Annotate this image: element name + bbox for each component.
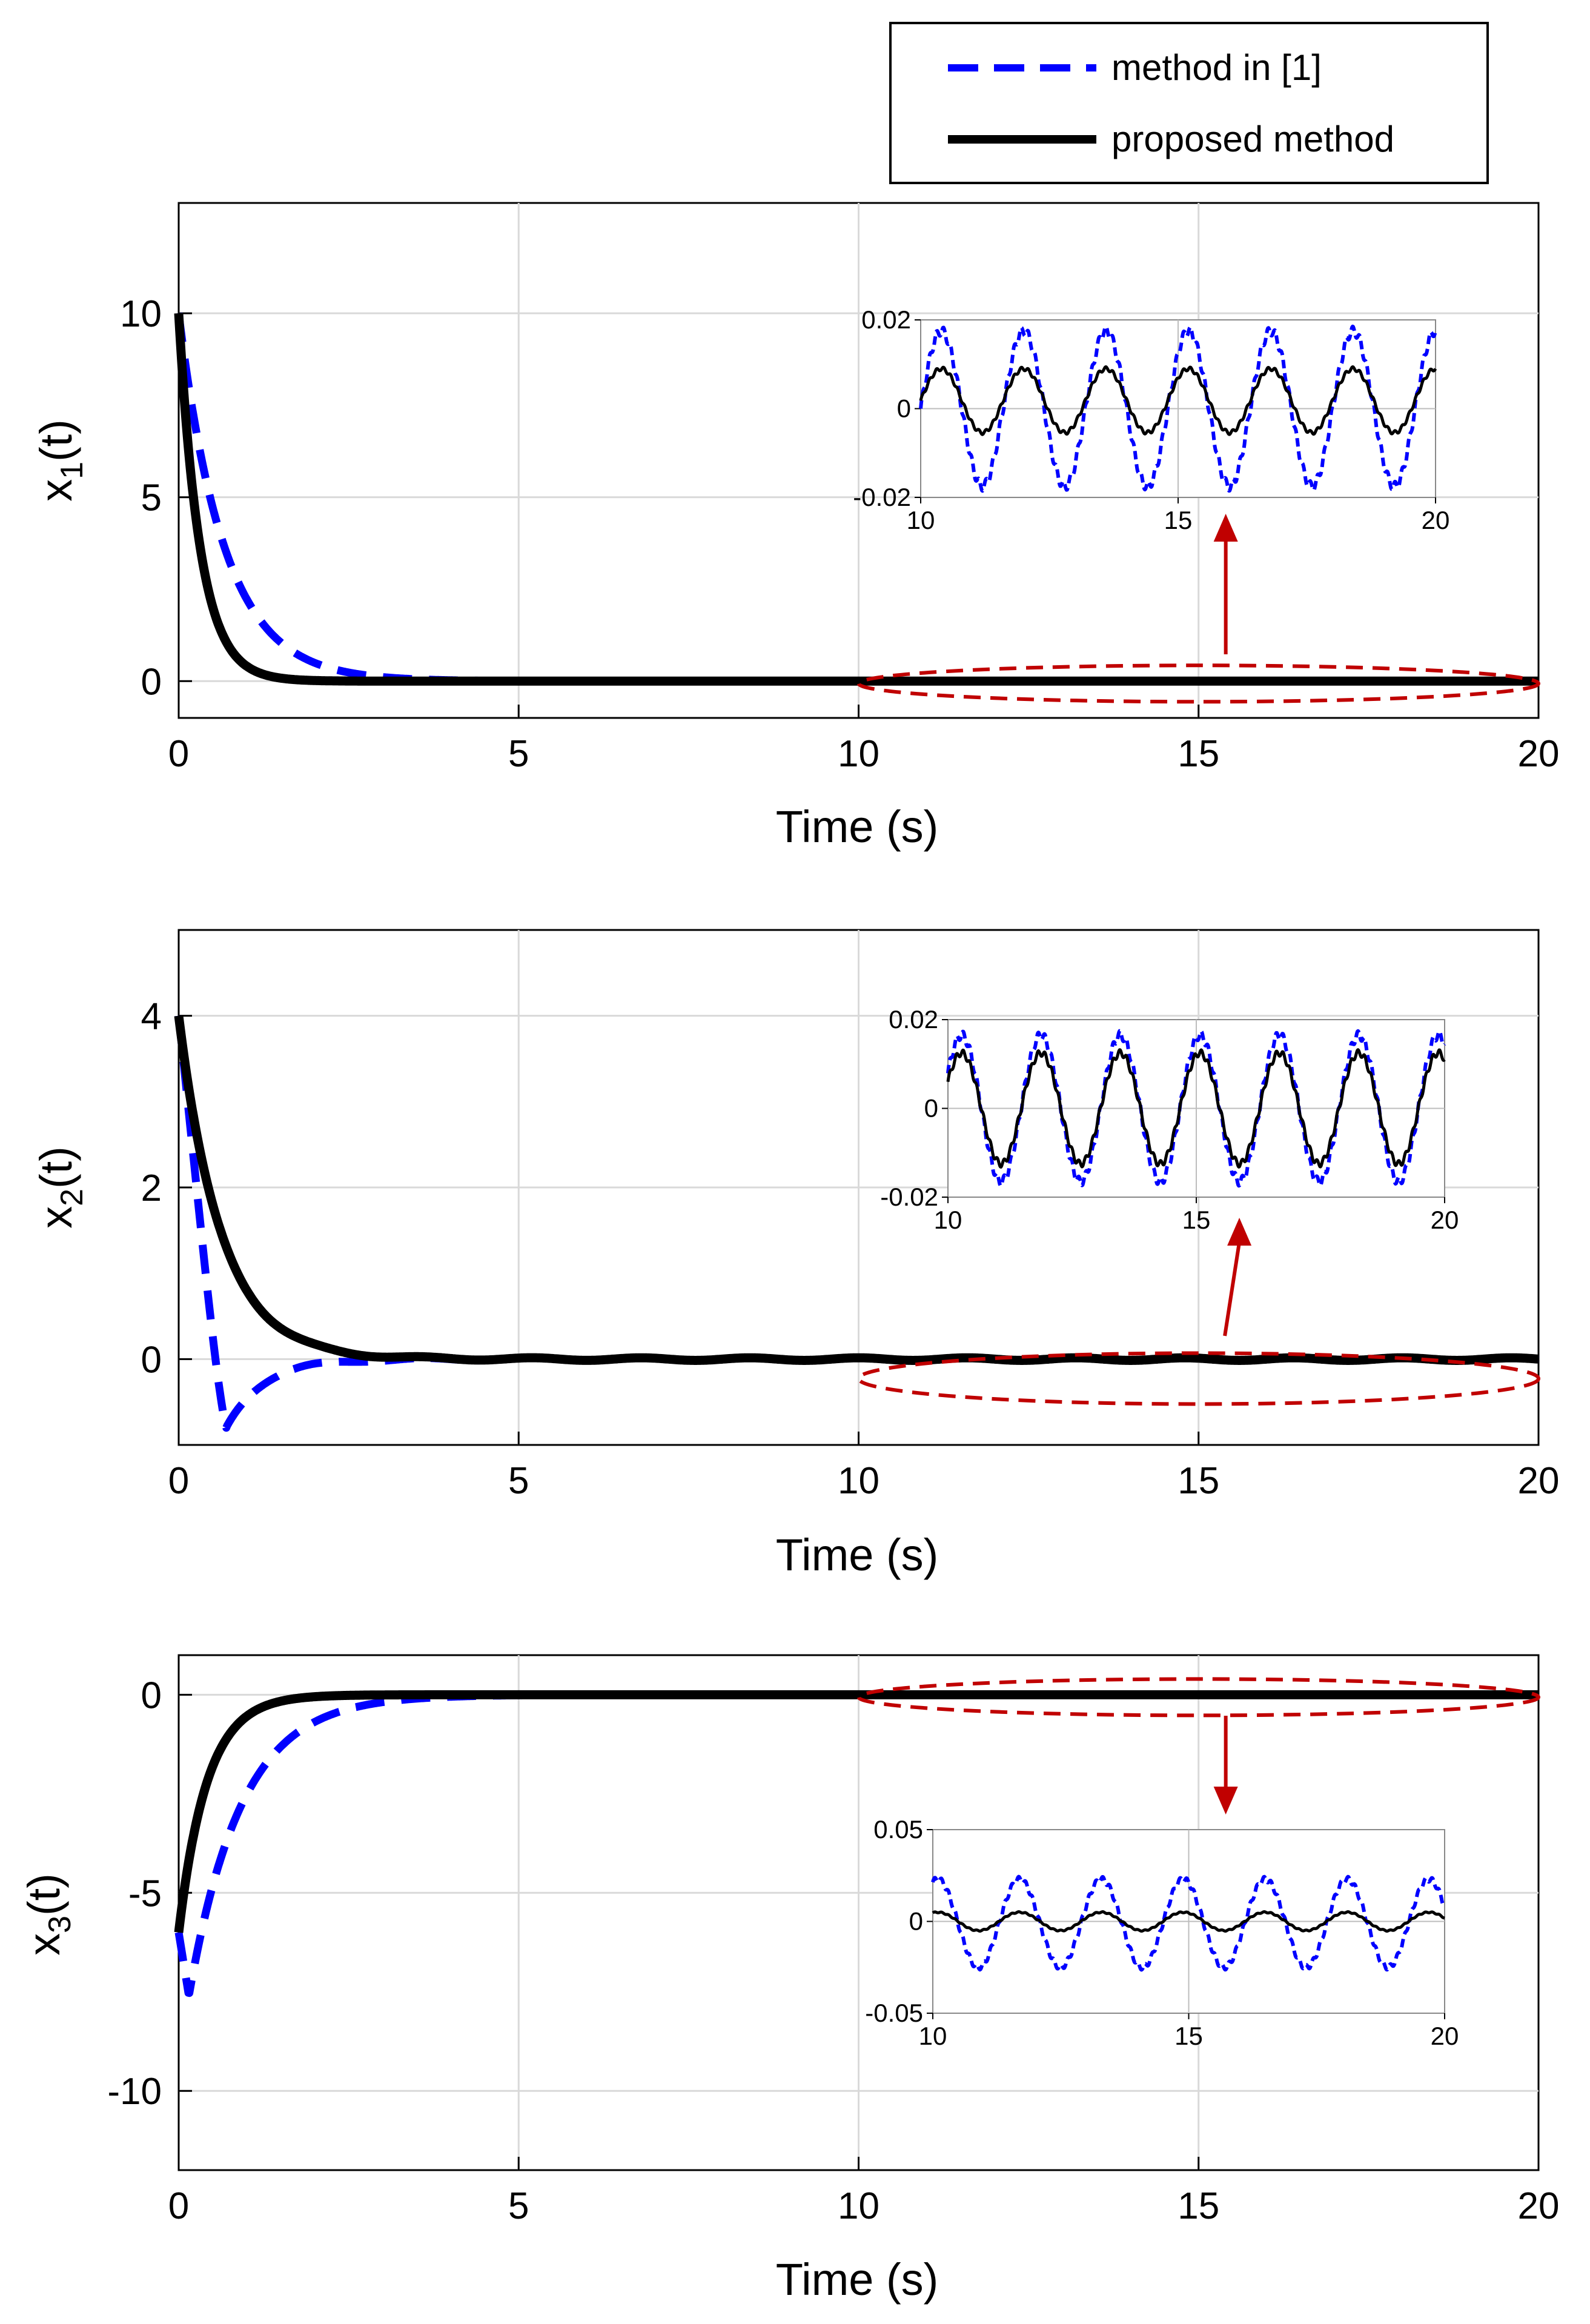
xtick-label: 0 [168,1460,189,1502]
ylabel-x2-suffix: (t) [31,1146,81,1189]
inset-x2: 10 15 20 -0.02 0 0.02 [880,1005,1459,1234]
inset-ytick-label: 0.02 [889,1005,938,1034]
legend: method in [1] proposed method [889,22,1489,184]
ylabel-x3-sub: 3 [42,1916,78,1933]
zoom-arrow-head [1213,514,1238,542]
zoom-arrow-head [1227,1218,1252,1246]
xtick-label: 15 [1178,1460,1219,1502]
ylabel-x2-sub: 2 [55,1189,90,1206]
ticks-x3: 0 5 10 15 20 -10 -5 0 [107,1675,1559,2227]
inset-xtick-label: 15 [1164,506,1193,534]
inset-ytick-label: -0.02 [853,483,911,511]
xtick-label: 5 [508,2185,529,2227]
xtick-label: 5 [508,733,529,775]
inset-ytick-label: 0 [897,394,911,423]
xtick-label: 15 [1178,733,1219,775]
annotations-x3 [856,1677,1540,1814]
annotations-x1 [856,514,1540,704]
ytick-label: 4 [141,996,162,1038]
series-method-in-1 [174,1690,1542,1997]
inset-xtick-label: 15 [1174,2022,1203,2050]
legend-box [889,22,1489,184]
ytick-label: -5 [128,1873,162,1914]
inset-series-method-in-1 [946,1029,1446,1188]
ylabel-x1-suffix: (t) [31,419,81,462]
xtick-label: 20 [1518,733,1560,775]
inset-xtick-label: 10 [907,506,935,534]
inset-xtick-label: 10 [934,1206,962,1234]
ylabel-x3-base: x [19,1933,69,1956]
inset-series-proposed-method [946,1048,1446,1169]
inset-ytick-label: 0.02 [861,305,911,334]
inset-xtick-label: 20 [1431,2022,1459,2050]
inset-xtick-label: 15 [1182,1206,1211,1234]
ylabel-x2-base: x [31,1206,81,1229]
zoom-arrow-shaft [1223,1241,1242,1336]
xlabel-x1: Time (s) [776,802,939,852]
ylabel-x1-base: x [31,479,81,502]
legend-label-proposed-method: proposed method [1111,119,1394,159]
xtick-label: 10 [838,1460,879,1502]
inset-series-method-in-1 [931,1874,1446,1972]
xtick-label: 5 [508,1460,529,1502]
ylabel-x1: x1(t) [31,419,90,502]
ylabel-x3: x3(t) [19,1873,78,1956]
ytick-label: 5 [141,477,162,519]
inset-series-proposed-method [919,365,1437,436]
ytick-label: -10 [107,2071,162,2113]
ytick-label: 0 [141,1675,162,1716]
curves-x3 [174,1690,1542,1997]
xlabel-x2: Time (s) [776,1530,939,1580]
ticks-x1: 0 5 10 15 20 0 5 10 [120,293,1559,775]
xtick-label: 20 [1518,1460,1560,1502]
xtick-label: 15 [1178,2185,1219,2227]
xlabel-x3: Time (s) [776,2254,939,2305]
ytick-label: 10 [120,293,162,335]
inset-x3: 10 15 20 -0.05 0 0.05 [865,1815,1459,2050]
xtick-label: 0 [168,733,189,775]
ytick-label: 0 [141,1339,162,1381]
xtick-label: 0 [168,2185,189,2227]
zoom-ellipse [856,663,1540,704]
zoom-ellipse [856,1351,1540,1406]
xtick-label: 10 [838,733,879,775]
inset-xtick-label: 20 [1431,1206,1459,1234]
xtick-label: 20 [1518,2185,1560,2227]
inset-ytick-label: -0.02 [880,1183,938,1211]
inset-series-method-in-1 [919,324,1437,493]
series-proposed-method [174,313,1542,686]
inset-ytick-label: 0 [909,1907,923,1936]
inset-ytick-label: 0 [924,1094,938,1123]
annotations-x2 [856,1218,1540,1406]
inset-ytick-label: -0.05 [865,1999,923,2027]
legend-label-method-in-1: method in [1] [1111,47,1322,88]
xtick-label: 10 [838,2185,879,2227]
panel-x3: 0 5 10 15 20 -10 -5 0 10 15 20 -0.05 0 0.05 Time (s)… [19,1654,1559,2305]
inset-ytick-label: 0.05 [873,1815,923,1844]
series-proposed-method [174,1015,1542,1365]
curves-x1 [174,313,1542,686]
panel-x1: 0 5 10 15 20 0 5 10 10 15 20 -0.02 0 0.02 Time (s) x… [31,202,1559,852]
ylabel-x1-sub: 1 [55,462,90,479]
ticks-x2: 0 5 10 15 20 0 2 4 [141,996,1560,1502]
series-proposed-method [174,1690,1542,1933]
inset-series-proposed-method [932,1910,1446,1933]
inset-xtick-label: 10 [919,2022,947,2050]
inset-xtick-label: 20 [1422,506,1450,534]
ylabel-x2: x2(t) [31,1146,90,1229]
ylabel-x3-suffix: (t) [19,1873,69,1916]
curves-x2 [174,1015,1542,1432]
inset-x1: 10 15 20 -0.02 0 0.02 [853,305,1449,534]
ytick-label: 0 [141,661,162,703]
zoom-ellipse [856,1677,1540,1718]
zoom-arrow-head [1213,1787,1238,1814]
ytick-label: 2 [141,1167,162,1209]
